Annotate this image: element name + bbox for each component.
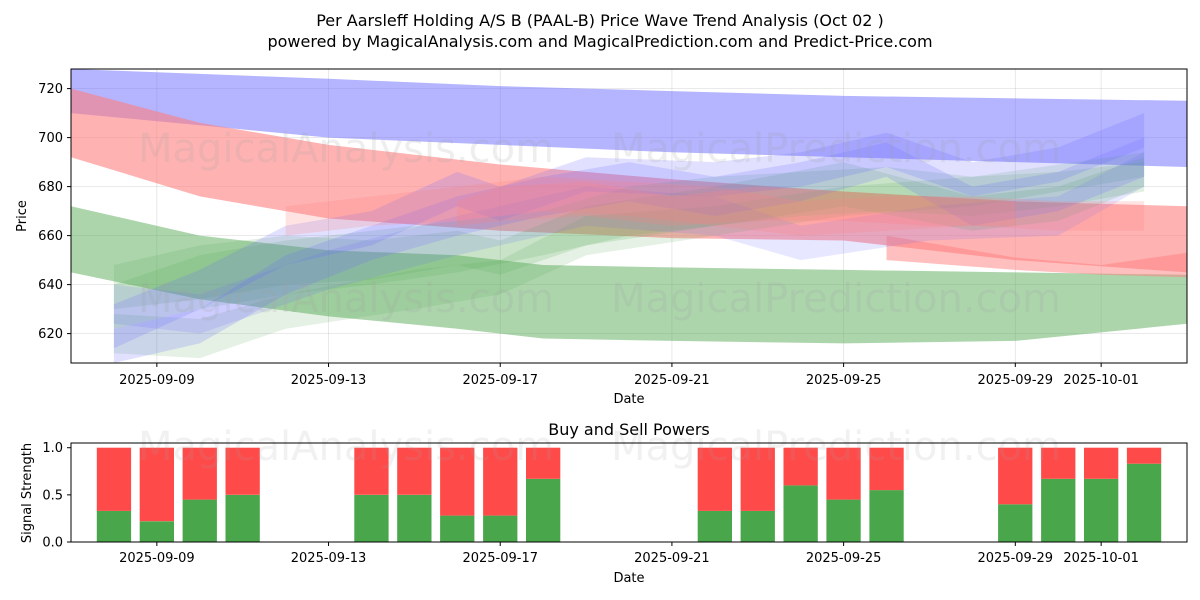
price-y-tick-label: 660 xyxy=(38,229,63,244)
power-chart-title: Buy and Sell Powers xyxy=(548,420,710,439)
price-y-axis-label: Price xyxy=(15,200,30,232)
price-y-tick-label: 640 xyxy=(38,278,63,293)
sell-power-bar xyxy=(182,447,217,500)
buy-power-bar xyxy=(869,490,904,542)
band-wave-brown-1 xyxy=(457,181,1016,226)
watermark-analysis-mid: MagicalAnalysis.com xyxy=(138,276,554,322)
sell-power-bar xyxy=(139,447,174,522)
figure-title: Per Aarsleff Holding A/S B (PAAL-B) Pric… xyxy=(316,11,884,30)
price-bands xyxy=(71,69,1187,363)
price-x-tick-label: 2025-09-29 xyxy=(978,373,1054,388)
power-x-tick-label: 2025-09-09 xyxy=(119,551,195,566)
price-wave-chart: MagicalAnalysis.com MagicalPrediction.co… xyxy=(15,68,1188,407)
power-y-axis-label: Signal Strength xyxy=(20,443,35,543)
price-x-tick-label: 2025-09-21 xyxy=(634,373,710,388)
power-x-tick-label: 2025-10-01 xyxy=(1063,551,1139,566)
band-wave-green-3 xyxy=(113,152,1145,359)
band-wave-green-2 xyxy=(113,157,1145,310)
band-wave-blue-1 xyxy=(113,113,1145,349)
sell-power-bar xyxy=(96,447,132,511)
sell-power-bar xyxy=(826,447,861,500)
band-upper-blue xyxy=(71,69,1187,167)
price-x-tick-label: 2025-09-17 xyxy=(462,373,538,388)
sell-power-bar xyxy=(483,447,518,516)
power-x-tick-label: 2025-09-25 xyxy=(806,551,882,566)
watermark-analysis-top: MagicalAnalysis.com xyxy=(138,126,554,172)
watermark-prediction-bottom: MagicalPrediction.com xyxy=(611,424,1061,470)
sell-power-bar xyxy=(697,447,732,511)
band-lower-red xyxy=(886,235,1187,278)
buy-power-bar xyxy=(697,510,732,542)
band-wave-green-1 xyxy=(113,162,1145,329)
buy-power-bar xyxy=(225,494,260,542)
band-wave-blue-2 xyxy=(113,137,1145,363)
buy-power-bar xyxy=(440,515,475,542)
power-x-tick-label: 2025-09-17 xyxy=(462,551,538,566)
power-x-tick-label: 2025-09-29 xyxy=(978,551,1054,566)
price-x-ticks: 2025-09-09 2025-09-13 2025-09-17 2025-09-21… xyxy=(119,363,1139,388)
power-x-tick-label: 2025-09-21 xyxy=(634,551,710,566)
buy-power-bar xyxy=(1084,478,1119,542)
sell-power-bar xyxy=(1084,447,1119,479)
sell-power-bar xyxy=(1041,447,1076,479)
buy-power-bar xyxy=(483,515,518,542)
price-y-ticks: 620 640 660 680 700 720 xyxy=(38,82,71,342)
buy-sell-power-chart: Buy and Sell Powers MagicalAnalysis.com … xyxy=(20,420,1188,586)
power-y-ticks: 0.0 0.5 1.0 xyxy=(42,441,71,551)
buy-power-bar xyxy=(740,510,775,542)
sell-power-bar xyxy=(869,447,904,491)
buy-power-bar xyxy=(96,510,132,542)
watermark-analysis-bottom: MagicalAnalysis.com xyxy=(138,424,554,470)
power-x-ticks: 2025-09-09 2025-09-13 2025-09-17 2025-09-21… xyxy=(119,542,1139,566)
band-wave-red-1 xyxy=(285,176,1145,236)
buy-power-bar xyxy=(998,504,1033,542)
power-y-tick-label: 0.5 xyxy=(42,488,63,503)
power-y-tick-label: 0.0 xyxy=(42,536,63,551)
sell-power-bar xyxy=(440,447,475,516)
buy-power-bar xyxy=(1126,463,1162,542)
price-x-axis-label: Date xyxy=(613,392,644,407)
power-plot-frame xyxy=(70,442,1188,543)
price-x-tick-label: 2025-09-09 xyxy=(119,373,195,388)
power-x-axis-label: Date xyxy=(613,571,644,586)
power-y-tick-label: 1.0 xyxy=(42,441,63,456)
price-plot-frame xyxy=(70,68,1188,364)
sell-power-bar xyxy=(740,447,775,511)
price-x-tick-label: 2025-09-13 xyxy=(291,373,367,388)
sell-power-bar xyxy=(354,447,389,495)
price-x-tick-label: 2025-09-25 xyxy=(806,373,882,388)
band-upper-red xyxy=(71,88,1187,273)
price-y-tick-label: 700 xyxy=(38,131,63,146)
power-bars xyxy=(96,447,1162,542)
price-y-tick-label: 620 xyxy=(38,327,63,342)
watermark-prediction-top: MagicalPrediction.com xyxy=(611,126,1061,172)
watermark-prediction-mid: MagicalPrediction.com xyxy=(611,276,1061,322)
power-x-tick-label: 2025-09-13 xyxy=(291,551,367,566)
buy-power-bar xyxy=(182,499,217,542)
buy-power-bar xyxy=(1041,478,1076,542)
band-lower-green xyxy=(71,206,1187,344)
sell-power-bar xyxy=(397,447,432,495)
sell-power-bar xyxy=(998,447,1033,505)
buy-power-bar xyxy=(783,485,818,542)
buy-power-bar xyxy=(397,494,432,542)
figure-subtitle: powered by MagicalAnalysis.com and Magic… xyxy=(267,32,932,51)
price-y-tick-label: 720 xyxy=(38,82,63,97)
sell-power-bar xyxy=(1126,447,1162,464)
buy-power-bar xyxy=(354,494,389,542)
buy-power-bar xyxy=(139,521,174,542)
sell-power-bar xyxy=(783,447,818,486)
band-wave-blue-3 xyxy=(113,152,1145,334)
price-y-tick-label: 680 xyxy=(38,180,63,195)
sell-power-bar xyxy=(225,447,260,495)
price-x-tick-label: 2025-10-01 xyxy=(1063,373,1139,388)
buy-power-bar xyxy=(826,499,861,542)
sell-power-bar xyxy=(526,447,561,479)
buy-power-bar xyxy=(526,478,561,542)
